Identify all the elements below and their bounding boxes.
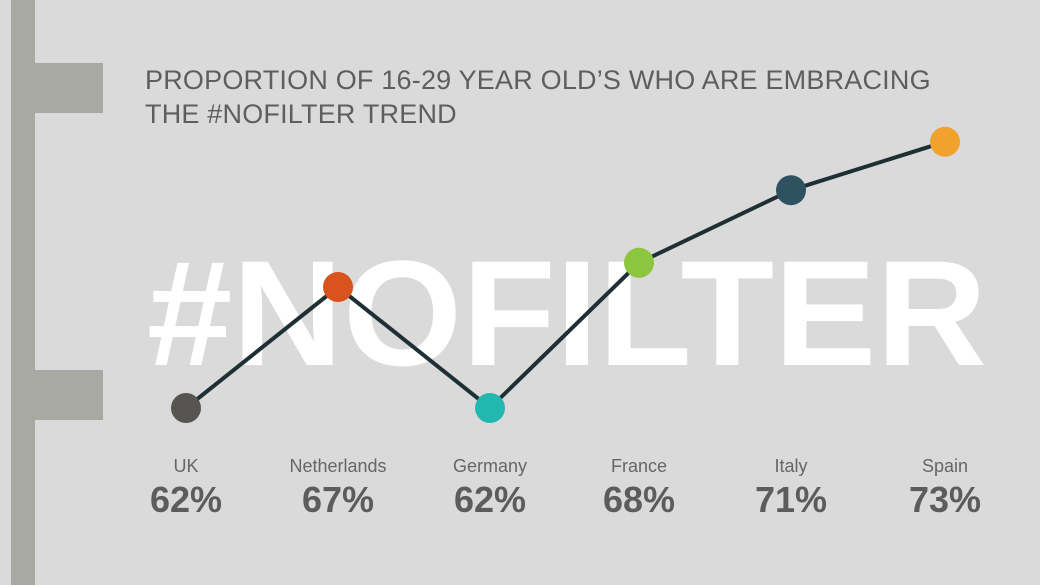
data-point-uk (171, 393, 201, 423)
value-label-uk: 62% (150, 479, 222, 520)
category-label-italy: Italy (774, 456, 807, 476)
points-layer (171, 126, 960, 423)
value-label-italy: 71% (755, 479, 827, 520)
data-point-netherlands (323, 272, 353, 302)
category-label-uk: UK (173, 456, 198, 476)
chart-title-line-2: THE #NOFILTER TREND (145, 99, 457, 129)
data-point-spain (930, 126, 960, 157)
value-label-netherlands: 67% (302, 479, 374, 520)
data-point-france (624, 247, 654, 278)
labels-layer: UK 62% Netherlands 67% Germany 62% France 68% It… (150, 456, 981, 520)
data-point-italy (776, 175, 806, 206)
decorative-tab-bottom (11, 370, 103, 420)
value-label-spain: 73% (909, 479, 981, 520)
decorative-tab-top (11, 63, 103, 113)
category-label-spain: Spain (922, 456, 968, 476)
series-layer (184, 139, 946, 410)
category-label-france: France (611, 456, 667, 476)
value-label-france: 68% (603, 479, 675, 520)
category-label-netherlands: Netherlands (289, 456, 386, 476)
series-line (184, 139, 946, 410)
chart-title-line-1: PROPORTION OF 16-29 YEAR OLD’S WHO ARE E… (145, 65, 931, 95)
data-point-germany (475, 393, 505, 423)
nofilter-watermark: #NOFILTER (147, 229, 987, 397)
value-label-germany: 62% (454, 479, 526, 520)
category-label-germany: Germany (453, 456, 527, 476)
chart-title: PROPORTION OF 16-29 YEAR OLD’S WHO ARE E… (145, 63, 1005, 131)
